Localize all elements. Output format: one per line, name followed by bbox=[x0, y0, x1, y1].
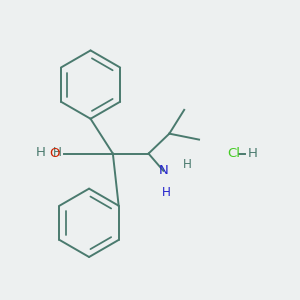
Text: H: H bbox=[36, 146, 46, 160]
Text: H: H bbox=[162, 186, 171, 199]
Text: H: H bbox=[183, 158, 192, 171]
Text: H: H bbox=[53, 146, 62, 159]
Text: O: O bbox=[50, 147, 60, 160]
Text: N: N bbox=[158, 164, 168, 177]
Text: Cl: Cl bbox=[227, 147, 240, 160]
Text: H: H bbox=[248, 147, 258, 160]
